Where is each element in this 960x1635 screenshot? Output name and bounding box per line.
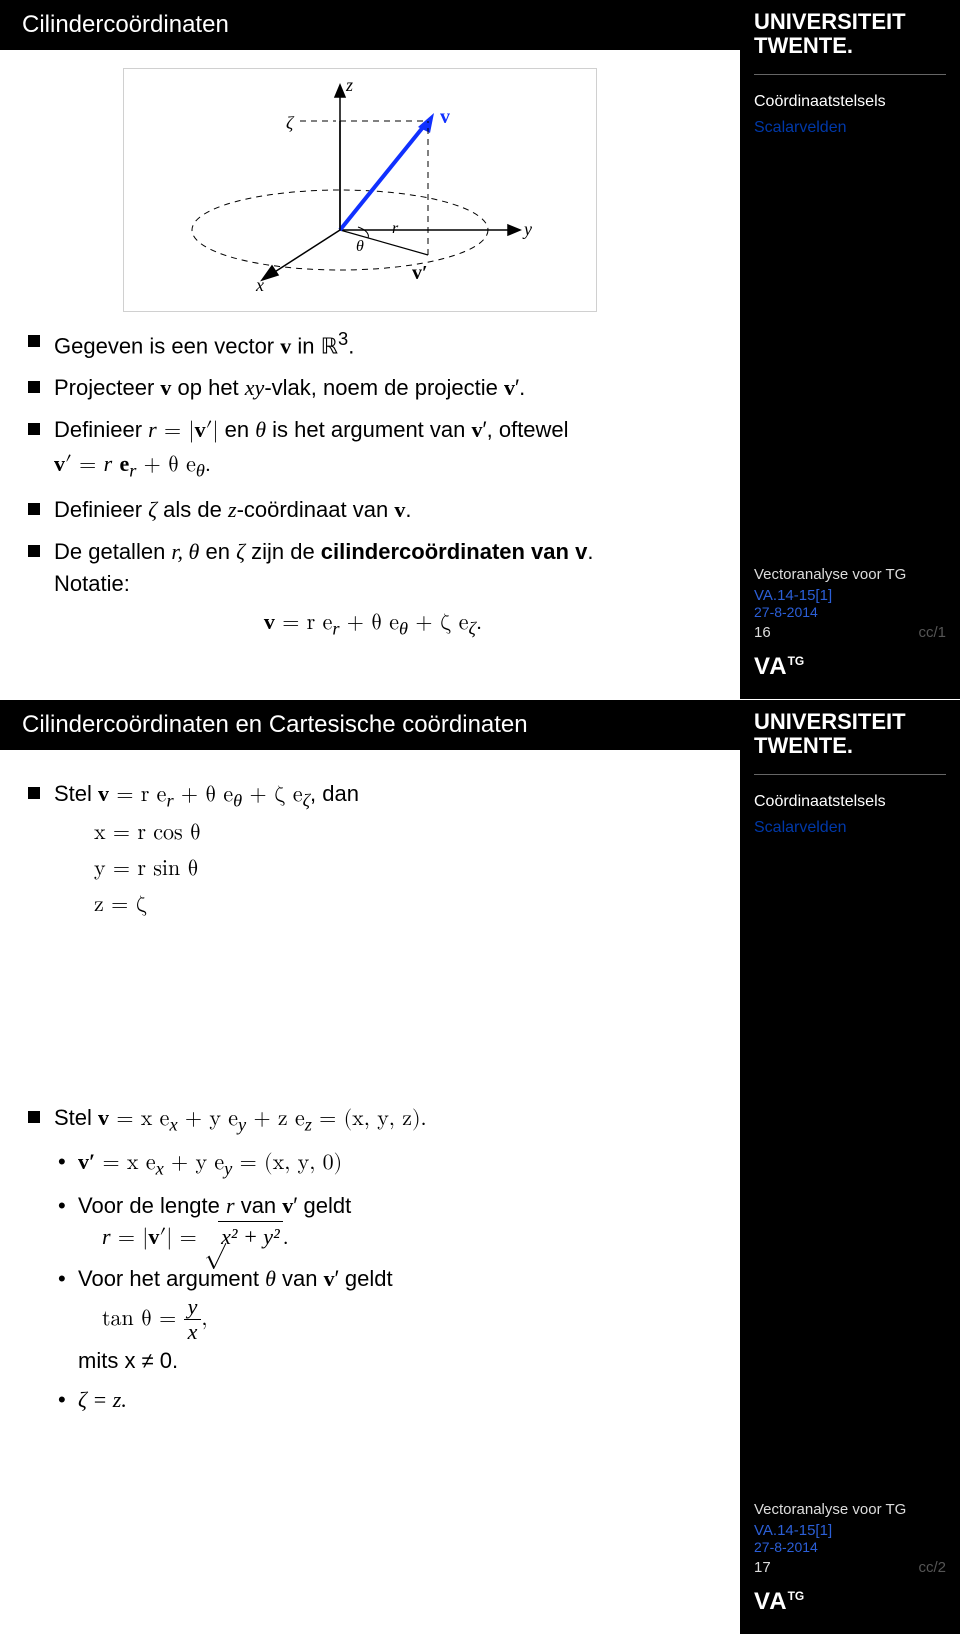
toc-link-scalarvelden[interactable]: Scalarvelden (754, 119, 946, 137)
course-name: Vectoranalyse voor TG (754, 566, 946, 583)
slide-content: Stel v = r er + θ eθ + ζ eζ, dan x = r c… (0, 750, 720, 1452)
course-code: VA.14-15[1] (754, 587, 946, 604)
page-number: 16 (754, 624, 918, 641)
slide-date: 27-8-2014 (754, 1539, 946, 1555)
bullet-3: Definieer r = |v′| en θ is het argument … (28, 414, 692, 484)
eq-x: x = r cos θ (94, 818, 692, 850)
axis-y-label: y (522, 219, 532, 239)
divider (754, 74, 946, 75)
eq-y: y = r sin θ (94, 854, 692, 886)
slide-date: 27-8-2014 (754, 604, 946, 620)
cylindrical-diagram: z y x v v′ r θ ζ (123, 68, 597, 312)
sub-zeta-z: ζ = z. (54, 1384, 692, 1416)
bullet-4: Definieer ζ als de z-coördinaat van v. (28, 494, 692, 526)
cc-label: cc/2 (918, 1559, 946, 1576)
bullet-1: Gegeven is een vector v in ℝ3. (28, 326, 692, 362)
notation-equation: v = r er + θ eθ + ζ eζ. (54, 606, 692, 642)
course-name: Vectoranalyse voor TG (754, 1501, 946, 1518)
zeta-label: ζ (286, 113, 295, 133)
slide-content: z y x v v′ r θ ζ Gegeven is een vector v… (0, 50, 720, 678)
sub-vprime: v′ = x ex + y ey = (x, y, 0) (54, 1146, 692, 1182)
bullet-2: Projecteer v op het xy-vlak, noem de pro… (28, 372, 692, 404)
sidebar: UNIVERSITEIT TWENTE. Coördinaatstelsels … (740, 0, 960, 699)
va-logo: VATG (754, 1588, 946, 1616)
divider (754, 774, 946, 775)
sub-arg-theta: Voor het argument θ van v′ geldt tan θ =… (54, 1263, 692, 1376)
r-label: r (392, 220, 399, 237)
eq-z: z = ζ (94, 890, 692, 922)
sub-length-r: Voor de lengte r van v′ geldt r = |v′| =… (54, 1190, 692, 1256)
va-logo: VATG (754, 653, 946, 681)
axis-x-label: x (255, 275, 264, 295)
slide-cartesian: Cilindercoördinaten en Cartesische coörd… (0, 700, 960, 1635)
bullet-5: De getallen r, θ en ζ zijn de cilinderco… (28, 536, 692, 642)
course-code: VA.14-15[1] (754, 1522, 946, 1539)
vector-v-label: v (440, 106, 450, 128)
vector-vprime-label: v′ (412, 262, 428, 284)
sidebar: UNIVERSITEIT TWENTE. Coördinaatstelsels … (740, 700, 960, 1634)
theta-label: θ (356, 238, 364, 255)
brand: UNIVERSITEIT TWENTE. (754, 10, 946, 58)
toc-current: Coördinaatstelsels (754, 793, 946, 811)
toc-link-scalarvelden[interactable]: Scalarvelden (754, 819, 946, 837)
cc-label: cc/1 (918, 624, 946, 641)
axis-z-label: z (345, 75, 353, 95)
toc-current: Coördinaatstelsels (754, 93, 946, 111)
page-number: 17 (754, 1559, 918, 1576)
bullet-stel-cyl: Stel v = r er + θ eθ + ζ eζ, dan x = r c… (28, 778, 692, 922)
bullet-stel-cart: Stel v = x ex + y ey + z ez = (x, y, z).… (28, 1102, 692, 1417)
brand: UNIVERSITEIT TWENTE. (754, 710, 946, 758)
slide-cylindrical: Cilindercoördinaten UNIVERSITEIT TWENTE.… (0, 0, 960, 700)
